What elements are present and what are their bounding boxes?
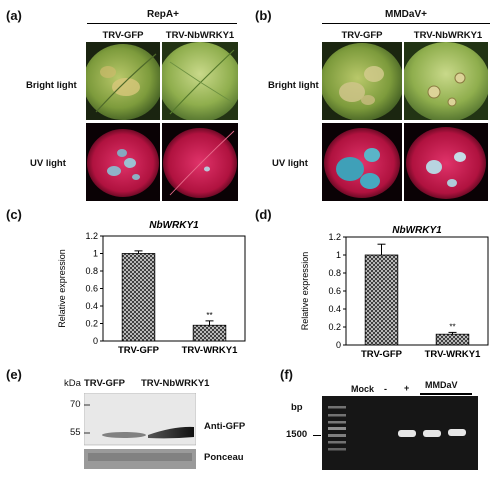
panel-b-header-rule [322,23,490,24]
chart-c: NbWRKY1 0 0.2 0.4 0.6 0.8 1 1.2 Relative express… [57,220,246,356]
panel-b-row-2: UV light [272,158,308,169]
panel-f-lane-neg: - [384,384,387,394]
chart-c-ylabel: Relative expression [57,249,67,328]
chart-d-ytick-label: 0 [336,340,341,350]
chart-c-ytick-label: 0 [93,336,98,346]
panel-f-bp: bp [291,402,303,413]
chart-c-ytick-label: 0.2 [85,319,98,329]
panel-e-lane-1: TRV-GFP [84,378,125,389]
panel-b-row-1: Bright light [268,80,319,91]
panel-e-lane-2: TRV-NbWRKY1 [141,378,210,389]
chart-d-ytick-label: 0.4 [328,304,341,314]
chart-d-xtick-label: TRV-WRKY1 [425,349,481,360]
panel-a-col-2: TRV-NbWRKY1 [165,30,235,41]
panel-a-header: RepA+ [147,9,179,20]
panel-a-row-1: Bright light [26,80,77,91]
panel-b-bright-wrky1-photo [404,42,488,120]
panel-e-blot [84,393,196,469]
panel-d-label: (d) [255,207,272,222]
chart-d-ylabel: Relative expression [300,252,310,331]
panel-b-col-1: TRV-GFP [341,30,383,41]
panel-f-marker-1500: 1500 [286,429,308,440]
panel-a-col-1: TRV-GFP [102,30,144,41]
panel-b-col-2: TRV-NbWRKY1 [413,30,483,41]
chart-d-bar [364,254,399,346]
chart-c-bar [121,253,156,342]
panel-a-uv-gfp-photo [86,123,160,201]
chart-c-ytick-label: 1.2 [85,231,98,241]
chart-d-bar [435,333,470,346]
panel-e-marker-70: 70 [70,399,81,410]
chart-c-ytick-label: 0.6 [85,284,98,294]
panel-f-group-label: MMDaV [425,380,458,390]
panel-b-label: (b) [255,8,272,23]
panel-e-kda: kDa [64,378,81,389]
panel-f-group-rule [420,393,472,395]
panel-e-marker-55: 55 [70,427,81,438]
chart-d-significance: ** [449,322,455,331]
panel-e-label: (e) [6,367,22,382]
panel-f-lane-pos: + [404,383,410,393]
panel-a-bright-wrky1-photo [162,42,238,120]
chart-c-title: NbWRKY1 [149,220,199,231]
panel-e-blot-label: Anti-GFP [204,421,246,432]
panel-b-uv-gfp-photo [322,123,402,201]
panel-a-bright-gfp-photo [86,42,160,120]
chart-d-ytick-label: 0.8 [328,268,341,278]
panel-f-lane-mock: Mock [351,384,375,394]
chart-c-xtick-label: TRV-GFP [118,345,160,356]
chart-c-bar [192,324,227,342]
panel-a-header-rule [87,23,237,24]
chart-c-significance: ** [206,311,212,320]
chart-d: NbWRKY1 0 0.2 0.4 0.6 0.8 1 1.2 Relative express… [300,225,489,360]
panel-f-marker-tick [313,435,321,436]
panel-a-row-2: UV light [30,158,66,169]
panel-a-uv-wrky1-photo [162,123,238,201]
chart-c-ytick-label: 1 [93,249,98,259]
chart-d-ytick-label: 0.6 [328,286,341,296]
panel-b-bright-gfp-photo [322,42,402,120]
chart-d-ytick-label: 1 [336,250,341,260]
chart-d-ytick-label: 0.2 [328,322,341,332]
panel-c-label: (c) [6,207,22,222]
panel-b-uv-wrky1-photo [404,123,488,201]
chart-c-ytick-label: 0.4 [85,301,98,311]
chart-d-ytick-label: 1.2 [328,232,341,242]
chart-d-xtick-label: TRV-GFP [361,349,403,360]
panel-b-header: MMDaV+ [385,9,427,20]
panel-e-stain-label: Ponceau [204,452,244,463]
chart-c-ytick-label: 0.8 [85,266,98,276]
panel-a-label: (a) [6,8,22,23]
chart-c-xtick-label: TRV-WRKY1 [182,345,238,356]
chart-d-title: NbWRKY1 [392,225,442,236]
panel-f-label: (f) [280,367,293,382]
panel-f-gel [322,396,478,470]
